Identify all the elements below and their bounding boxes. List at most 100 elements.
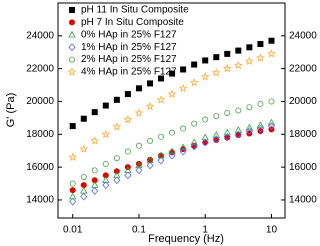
- marker: [246, 44, 253, 51]
- marker: [268, 98, 275, 105]
- marker: [90, 136, 100, 145]
- marker: [147, 137, 154, 144]
- marker: [235, 47, 242, 54]
- marker: [135, 85, 142, 92]
- marker: [267, 118, 276, 126]
- y-tick-label: 24000: [26, 30, 54, 41]
- marker: [213, 113, 220, 120]
- marker: [135, 166, 143, 175]
- marker: [113, 155, 120, 162]
- marker: [69, 197, 77, 206]
- marker: [256, 121, 265, 128]
- legend-marker: [67, 67, 77, 76]
- marker: [69, 187, 76, 194]
- marker: [157, 156, 165, 165]
- marker: [102, 172, 109, 179]
- y-tick-label: 18000: [26, 129, 54, 140]
- y2-tick-label: 16000: [289, 162, 317, 173]
- marker: [124, 171, 132, 180]
- marker: [91, 167, 98, 174]
- marker: [257, 128, 264, 135]
- marker: [157, 75, 164, 82]
- y-tick-label: 14000: [26, 195, 54, 206]
- y2-tick-label: 22000: [289, 63, 317, 74]
- x-tick-label: 0.01: [63, 225, 83, 236]
- marker: [224, 50, 231, 57]
- marker: [123, 114, 133, 124]
- marker: [245, 123, 254, 131]
- marker: [222, 64, 232, 73]
- marker: [156, 95, 166, 104]
- y-axis-title: G' (Pa): [5, 93, 17, 128]
- y-tick-label: 16000: [26, 162, 54, 173]
- legend-marker: [69, 56, 76, 63]
- legend-label: 0% HAp in 25% F127: [81, 29, 177, 40]
- marker: [124, 91, 131, 98]
- plot-frame: [57, 2, 286, 219]
- marker: [91, 109, 98, 116]
- marker: [246, 104, 253, 111]
- y-tick-label: 22000: [26, 63, 54, 74]
- marker: [69, 123, 76, 130]
- marker: [268, 37, 275, 44]
- marker: [223, 128, 231, 136]
- marker: [80, 115, 87, 122]
- marker: [147, 80, 154, 87]
- marker: [135, 142, 142, 149]
- marker: [178, 83, 188, 93]
- marker: [257, 41, 264, 48]
- marker: [267, 122, 276, 130]
- y2-tick-label: 20000: [289, 96, 317, 107]
- marker: [201, 138, 209, 147]
- marker: [234, 130, 242, 139]
- y-tick-label: 20000: [26, 96, 54, 107]
- marker: [101, 129, 111, 139]
- marker: [200, 72, 210, 81]
- legend-label: 2% HAp in 25% F127: [81, 54, 177, 65]
- marker: [113, 168, 120, 175]
- marker: [257, 100, 264, 107]
- marker: [245, 127, 253, 135]
- x-tick-label: 1: [202, 225, 208, 236]
- marker: [202, 57, 209, 64]
- marker: [234, 126, 243, 133]
- legend-label: 1% HAp in 25% F127: [81, 42, 177, 53]
- marker: [244, 56, 254, 65]
- marker: [179, 143, 187, 151]
- marker: [190, 142, 198, 151]
- marker: [79, 144, 89, 153]
- marker: [112, 122, 122, 131]
- marker: [180, 66, 187, 73]
- marker: [157, 133, 164, 140]
- marker: [202, 116, 209, 123]
- marker: [68, 152, 78, 162]
- marker: [102, 160, 109, 167]
- marker: [80, 192, 88, 201]
- marker: [91, 181, 99, 188]
- marker: [91, 177, 98, 184]
- marker: [146, 161, 154, 170]
- marker: [80, 186, 88, 194]
- marker: [102, 181, 110, 190]
- marker: [113, 176, 121, 185]
- marker: [169, 70, 176, 77]
- marker: [223, 132, 231, 141]
- marker: [179, 147, 187, 156]
- legend-marker: [69, 7, 76, 13]
- marker: [233, 60, 243, 70]
- marker: [167, 89, 177, 98]
- y2-tick-label: 14000: [289, 195, 317, 206]
- x-tick-label: 10: [266, 225, 278, 236]
- marker: [256, 124, 264, 133]
- marker: [191, 61, 198, 68]
- marker: [267, 49, 276, 58]
- legend-label: pH 7 In Situ Composite: [81, 17, 184, 28]
- marker: [168, 151, 176, 160]
- marker: [189, 77, 199, 87]
- marker: [224, 109, 231, 116]
- marker: [180, 125, 187, 132]
- y2-tick-label: 24000: [289, 30, 317, 41]
- legend-marker: [69, 19, 76, 26]
- marker: [212, 131, 220, 138]
